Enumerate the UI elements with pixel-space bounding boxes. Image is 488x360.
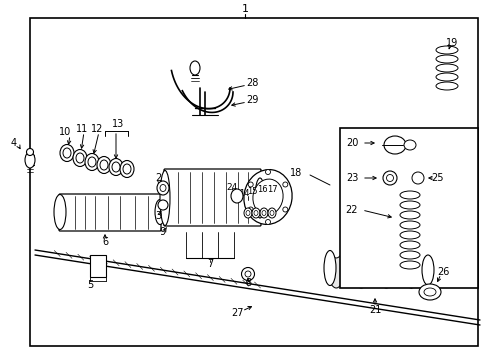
Ellipse shape	[248, 207, 253, 212]
Text: 18: 18	[289, 168, 302, 178]
Ellipse shape	[260, 208, 267, 218]
Ellipse shape	[411, 172, 423, 184]
Ellipse shape	[241, 267, 254, 280]
Text: 16: 16	[256, 184, 267, 194]
Ellipse shape	[157, 181, 169, 195]
Ellipse shape	[63, 148, 71, 158]
Text: 24: 24	[226, 183, 237, 192]
Ellipse shape	[282, 182, 287, 187]
Ellipse shape	[435, 55, 457, 63]
Text: 28: 28	[245, 78, 258, 88]
Ellipse shape	[435, 46, 457, 54]
Ellipse shape	[383, 136, 405, 154]
Ellipse shape	[399, 261, 419, 269]
Ellipse shape	[73, 149, 87, 166]
Text: 22: 22	[345, 205, 358, 215]
Ellipse shape	[85, 153, 99, 171]
Ellipse shape	[76, 153, 84, 163]
Ellipse shape	[421, 255, 433, 285]
Ellipse shape	[100, 160, 108, 170]
Ellipse shape	[155, 199, 164, 225]
Text: 29: 29	[245, 95, 258, 105]
Ellipse shape	[190, 61, 200, 75]
Ellipse shape	[399, 241, 419, 249]
Ellipse shape	[399, 191, 419, 199]
Text: 8: 8	[244, 278, 250, 288]
Ellipse shape	[435, 73, 457, 81]
Ellipse shape	[112, 162, 120, 172]
Ellipse shape	[418, 284, 440, 300]
Ellipse shape	[399, 211, 419, 219]
Ellipse shape	[97, 157, 111, 174]
Ellipse shape	[399, 221, 419, 229]
Ellipse shape	[120, 161, 134, 177]
Text: 12: 12	[91, 124, 103, 134]
Text: 10: 10	[59, 127, 71, 137]
Ellipse shape	[386, 175, 393, 181]
Ellipse shape	[244, 208, 251, 218]
Ellipse shape	[435, 82, 457, 90]
Ellipse shape	[88, 157, 96, 167]
Text: 26: 26	[436, 267, 448, 277]
Text: 9: 9	[159, 227, 165, 237]
Text: 6: 6	[102, 237, 108, 247]
Ellipse shape	[25, 152, 35, 168]
Ellipse shape	[265, 170, 270, 175]
Text: 11: 11	[76, 124, 88, 134]
Ellipse shape	[267, 208, 275, 218]
Text: 15: 15	[246, 188, 257, 197]
Bar	[90, 255, 106, 277]
Bar	[339, 128, 477, 288]
Text: 4: 4	[11, 138, 17, 148]
Text: 27: 27	[231, 308, 244, 318]
Ellipse shape	[26, 148, 34, 156]
Text: 3: 3	[155, 211, 161, 221]
Text: 14: 14	[238, 189, 249, 198]
Ellipse shape	[248, 182, 253, 187]
Text: 17: 17	[266, 184, 277, 194]
FancyBboxPatch shape	[163, 169, 261, 226]
Text: 2: 2	[155, 173, 161, 183]
Ellipse shape	[123, 164, 131, 174]
Text: 20: 20	[345, 138, 357, 148]
Ellipse shape	[160, 171, 170, 225]
Text: 21: 21	[368, 305, 381, 315]
Ellipse shape	[254, 178, 264, 218]
Text: 1: 1	[241, 4, 248, 14]
Ellipse shape	[265, 220, 270, 225]
Text: 23: 23	[345, 173, 357, 183]
Ellipse shape	[245, 211, 249, 216]
Text: 7: 7	[206, 259, 213, 269]
Ellipse shape	[230, 189, 243, 203]
Ellipse shape	[282, 207, 287, 212]
Ellipse shape	[403, 140, 415, 150]
Ellipse shape	[60, 144, 74, 162]
Text: 13: 13	[112, 119, 124, 129]
Text: 25: 25	[431, 173, 443, 183]
Ellipse shape	[262, 211, 265, 216]
Ellipse shape	[158, 200, 168, 210]
Ellipse shape	[160, 184, 165, 192]
FancyBboxPatch shape	[59, 194, 161, 231]
Ellipse shape	[435, 64, 457, 72]
Ellipse shape	[399, 231, 419, 239]
Ellipse shape	[269, 211, 273, 216]
Ellipse shape	[382, 171, 396, 185]
Ellipse shape	[423, 288, 435, 296]
Text: 5: 5	[87, 280, 93, 290]
Ellipse shape	[253, 211, 258, 216]
Ellipse shape	[54, 194, 66, 230]
Ellipse shape	[252, 179, 283, 215]
Text: 19: 19	[445, 38, 457, 48]
Ellipse shape	[324, 251, 335, 285]
Ellipse shape	[399, 251, 419, 259]
Ellipse shape	[244, 170, 291, 224]
Ellipse shape	[251, 208, 260, 218]
Ellipse shape	[244, 271, 250, 277]
Ellipse shape	[109, 158, 123, 175]
Ellipse shape	[399, 201, 419, 209]
